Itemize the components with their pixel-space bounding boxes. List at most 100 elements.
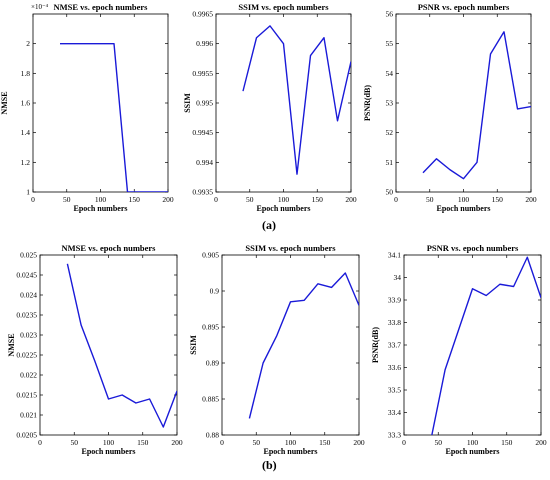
data-point [499, 283, 501, 285]
data-point [449, 169, 451, 171]
data-point [276, 335, 278, 337]
y-tick-label: 53 [386, 99, 394, 108]
x-tick-label: 200 [535, 438, 547, 447]
y-tick-label: 33.4 [388, 408, 401, 417]
data-point [256, 37, 258, 39]
data-point [490, 53, 492, 55]
y-tick-label: 34 [394, 273, 402, 282]
caption-a: (a) [262, 218, 276, 232]
x-tick-label: 100 [285, 438, 297, 447]
data-point [444, 369, 446, 371]
series-line [60, 42, 168, 192]
y-tick-label: 33.3 [388, 431, 401, 440]
y-tick-label: 33.7 [388, 341, 401, 350]
series-line [422, 31, 531, 180]
y-tick-label: 34.1 [388, 251, 401, 260]
x-tick-label: 50 [63, 195, 71, 204]
x-tick-label: 100 [95, 195, 107, 204]
y-tick-label: 0.885 [202, 395, 219, 404]
data-point [242, 90, 244, 92]
y-tick-label: 0.021 [20, 411, 37, 420]
y-tick-label: 0.9945 [192, 128, 213, 137]
y-tick-label: 0.024 [20, 291, 37, 300]
x-tick-label: 150 [501, 438, 513, 447]
plot-frame [395, 13, 532, 193]
data-point [163, 426, 165, 428]
y-tick-label: 55 [386, 39, 394, 48]
data-point [517, 108, 519, 110]
x-tick-label: 200 [162, 195, 174, 204]
data-point [149, 398, 151, 400]
data-point [513, 286, 515, 288]
data-point [290, 301, 292, 303]
x-tick-label: 0 [38, 438, 42, 447]
data-point [100, 43, 102, 45]
x-tick-label: 0 [394, 195, 398, 204]
data-point [86, 43, 88, 45]
data-point [249, 418, 251, 420]
x-tick-label: 150 [129, 195, 141, 204]
data-point [422, 172, 424, 174]
data-point [527, 256, 529, 258]
x-tick-label: 100 [103, 438, 115, 447]
y-tick-label: 0.88 [206, 431, 219, 440]
data-point [458, 328, 460, 330]
y-tick-label: 0.9935 [192, 188, 213, 197]
y-tick-label: 33.5 [388, 386, 401, 395]
y-axis-label: NMSE [0, 91, 9, 114]
x-tick-label: 150 [312, 195, 324, 204]
data-point [310, 55, 312, 57]
data-point [121, 394, 123, 396]
x-tick-label: 100 [278, 195, 290, 204]
y-axis-label: PSNR(dB) [371, 327, 380, 363]
data-point [323, 37, 325, 39]
plot-frame [39, 254, 178, 436]
chart-panel-4: 0 50 100 150 200 0.0205 0.021 0.0215 0.022 0.0225… [7, 243, 183, 456]
chart-panel-2: 0 50 100 150 200 0.9935 0.994 0.9945 0.995 0.9955… [183, 2, 357, 213]
y-tick-label: 0.9955 [192, 69, 213, 78]
y-axis-label: SSIM [189, 335, 198, 355]
data-point [303, 300, 305, 302]
y-tick-label: 0.89 [206, 359, 219, 368]
chart-title: PSNR vs. epoch numbers [418, 2, 510, 12]
chart-panel-6: 0 50 100 150 200 33.3 33.4 33.5 33.6 33.7 33.8 33.9… [371, 243, 547, 456]
data-point [167, 191, 169, 193]
data-point [472, 288, 474, 290]
data-point [337, 120, 339, 122]
chart-title: PSNR vs. epoch numbers [427, 243, 519, 253]
y-tick-label: 52 [386, 128, 394, 137]
chart-title: SSIM vs. epoch numbers [245, 243, 336, 253]
y-tick-label: 0.023 [20, 331, 37, 340]
chart-title: SSIM vs. epoch numbers [238, 2, 329, 12]
y-tick-label: 0.905 [202, 251, 219, 260]
series-line [431, 256, 541, 435]
x-tick-label: 150 [319, 438, 331, 447]
data-point [135, 402, 137, 404]
y-tick-label: 0.995 [196, 99, 213, 108]
y-tick-label: 0.994 [196, 158, 213, 167]
x-tick-label: 100 [458, 195, 470, 204]
y-axis-label: NMSE [7, 333, 16, 356]
series-line [242, 25, 351, 175]
y-tick-label: 0.895 [202, 323, 219, 332]
data-point [127, 191, 129, 193]
x-tick-label: 200 [171, 438, 183, 447]
y-tick-label: 33.6 [388, 363, 401, 372]
x-tick-label: 0 [31, 195, 35, 204]
plot-frame [215, 13, 352, 193]
x-axis-label: Epoch numbers [445, 447, 499, 456]
x-axis-label: Epoch numbers [436, 204, 490, 213]
x-tick-label: 100 [467, 438, 479, 447]
data-point [67, 263, 69, 265]
data-point [476, 162, 478, 164]
chart-title: NMSE vs. epoch numbers [62, 243, 157, 253]
data-point [358, 305, 360, 307]
chart-panel-1: 0 50 100 150 200 1 1.2 1.4 1.6 1.8 2 NMSE vs. epoch… [0, 2, 174, 213]
data-point [113, 43, 115, 45]
x-tick-label: 200 [345, 195, 357, 204]
y-tick-label: 0.0235 [16, 311, 37, 320]
y-exponent-label: ×10⁻⁴ [31, 3, 49, 11]
x-tick-label: 50 [246, 195, 254, 204]
